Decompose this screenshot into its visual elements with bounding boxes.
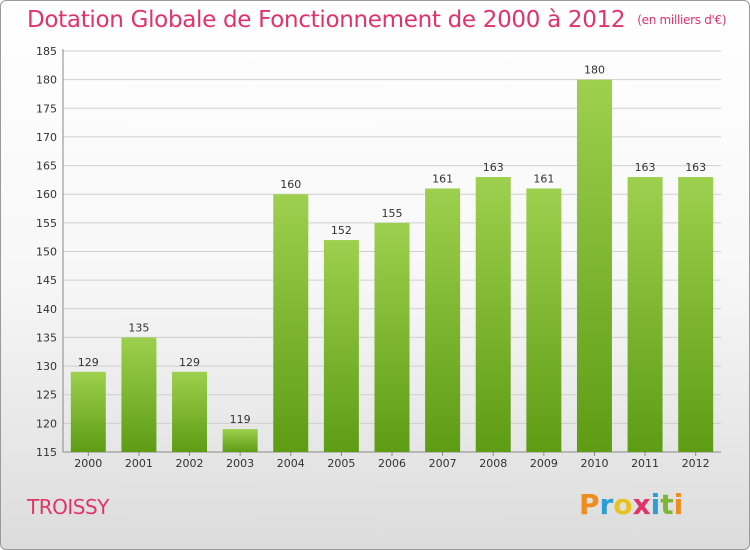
y-tick-label: 175 — [36, 102, 57, 115]
chart-title: Dotation Globale de Fonctionnement de 20… — [27, 7, 727, 33]
y-tick-label: 185 — [36, 45, 57, 58]
x-tick-label: 2002 — [176, 457, 204, 470]
x-tick-label: 2004 — [277, 457, 305, 470]
x-tick-label: 2010 — [580, 457, 608, 470]
logo-letter: t — [660, 488, 674, 521]
logo-letter: o — [613, 488, 633, 521]
y-tick-label: 155 — [36, 217, 57, 230]
data-label: 152 — [331, 224, 352, 237]
x-tick-label: 2008 — [479, 457, 507, 470]
x-tick-label: 2000 — [74, 457, 102, 470]
y-tick-label: 150 — [36, 246, 57, 259]
data-label: 129 — [78, 356, 99, 369]
y-tick-label: 160 — [36, 188, 57, 201]
x-tick-label: 2007 — [429, 457, 457, 470]
y-tick-label: 170 — [36, 131, 57, 144]
y-tick-label: 180 — [36, 74, 57, 87]
data-label: 155 — [382, 207, 403, 220]
bar — [627, 177, 663, 452]
bar — [172, 371, 208, 452]
x-tick-label: 2006 — [378, 457, 406, 470]
data-label: 119 — [230, 413, 251, 426]
y-tick-label: 115 — [36, 446, 57, 459]
y-tick-label: 125 — [36, 389, 57, 402]
data-label: 180 — [584, 64, 605, 77]
bar — [576, 79, 612, 453]
data-label: 161 — [432, 172, 453, 185]
commune-name: TROISSY — [27, 495, 109, 519]
y-tick-label: 140 — [36, 303, 57, 316]
logo-letter: x — [632, 488, 651, 521]
y-tick-label: 135 — [36, 331, 57, 344]
logo-letter: P — [579, 488, 600, 521]
y-tick-label: 130 — [36, 360, 57, 373]
label-layer: 129 135 129 119 160 152 155 161 163 161 180 163 163 — [78, 64, 706, 426]
data-label: 129 — [179, 356, 200, 369]
bar — [475, 177, 511, 452]
x-tick-label: 2005 — [327, 457, 355, 470]
data-label: 135 — [128, 321, 149, 334]
bar — [222, 429, 258, 452]
y-tick-label: 145 — [36, 274, 57, 287]
bar-layer — [70, 79, 714, 453]
bar — [121, 337, 157, 452]
bar — [374, 222, 410, 452]
bar — [323, 240, 359, 452]
bar — [70, 371, 106, 452]
logo-letter: i — [673, 488, 684, 521]
bar — [425, 188, 461, 452]
data-label: 161 — [533, 172, 554, 185]
y-tick-label: 120 — [36, 417, 57, 430]
x-tick-label: 2003 — [226, 457, 254, 470]
chart-subtitle: (en milliers d'€) — [637, 13, 727, 27]
data-label: 163 — [685, 161, 706, 174]
x-tick-label: 2012 — [682, 457, 710, 470]
bar — [526, 188, 562, 452]
logo-letter: r — [599, 488, 614, 521]
data-label: 163 — [483, 161, 504, 174]
bar — [273, 194, 309, 452]
x-tick-label: 2009 — [530, 457, 558, 470]
y-tick-label: 165 — [36, 160, 57, 173]
proxiti-logo[interactable]: Proxiti — [579, 488, 683, 521]
x-tick-label: 2001 — [125, 457, 153, 470]
title-text: Dotation Globale de Fonctionnement de 20… — [27, 7, 626, 33]
data-label: 163 — [635, 161, 656, 174]
x-tick-label: 2011 — [631, 457, 659, 470]
data-label: 160 — [280, 178, 301, 191]
bar — [678, 177, 714, 452]
logo-letter: i — [650, 488, 661, 521]
